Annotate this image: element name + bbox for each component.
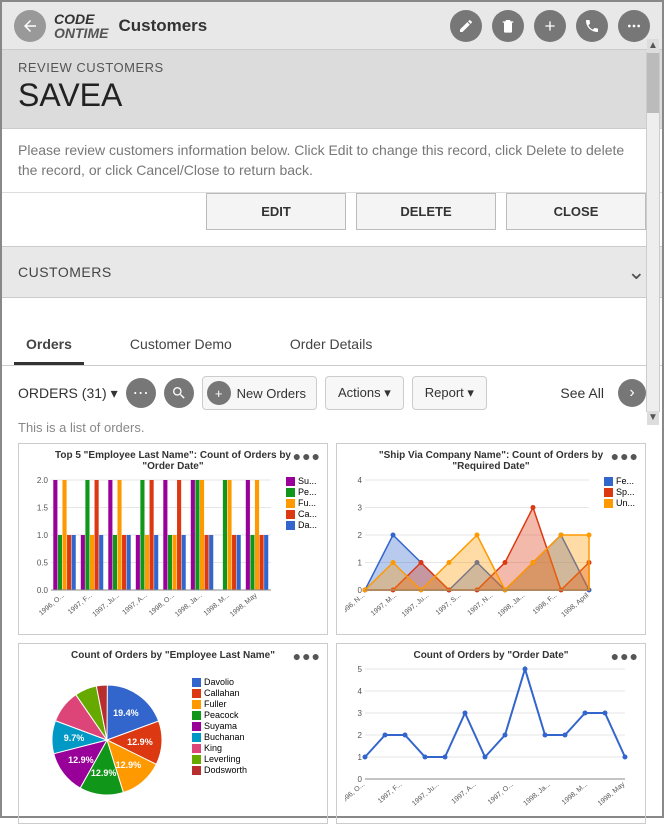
svg-text:1.5: 1.5	[37, 504, 49, 513]
svg-text:3: 3	[358, 504, 363, 513]
delete-button[interactable]: DELETE	[356, 193, 496, 230]
svg-text:1997, A...: 1997, A...	[451, 781, 478, 805]
header-subtitle: REVIEW CUSTOMERS	[18, 60, 646, 75]
svg-text:1997, M...: 1997, M...	[370, 592, 398, 617]
svg-text:1996, N...: 1996, N...	[345, 592, 366, 617]
svg-text:5: 5	[358, 665, 363, 674]
chart-menu-icon[interactable]: ●●●	[611, 448, 639, 464]
orders-count[interactable]: ORDERS (31) ▾	[18, 385, 118, 402]
tab-order-details[interactable]: Order Details	[278, 326, 384, 365]
svg-text:1997, O...: 1997, O...	[487, 781, 515, 806]
svg-text:1997, Ju...: 1997, Ju...	[411, 781, 441, 807]
chevron-down-icon: ⌄	[627, 259, 646, 285]
svg-text:1996, O...: 1996, O...	[345, 781, 366, 806]
scrollbar[interactable]: ▲ ▼	[646, 52, 660, 412]
svg-text:1.0: 1.0	[37, 531, 49, 540]
svg-text:1998, May: 1998, May	[597, 781, 627, 808]
tab-customer-demo[interactable]: Customer Demo	[118, 326, 244, 365]
svg-text:1996, O...: 1996, O...	[38, 592, 66, 617]
report-dropdown[interactable]: Report ▾	[412, 376, 487, 410]
chart-grid: ●●● Top 5 "Employee Last Name": Count of…	[2, 443, 662, 840]
instructions: Please review customers information belo…	[2, 129, 662, 193]
new-orders-button[interactable]: + New Orders	[202, 376, 317, 410]
scroll-up-icon[interactable]: ▲	[647, 39, 659, 53]
svg-text:1: 1	[358, 753, 363, 762]
delete-icon[interactable]	[492, 10, 524, 42]
close-button[interactable]: CLOSE	[506, 193, 646, 230]
svg-text:19.4%: 19.4%	[113, 708, 139, 718]
topbar: CODE ONTIME Customers	[2, 2, 662, 50]
customers-section-header[interactable]: CUSTOMERS ⌄	[2, 246, 662, 298]
svg-text:1997, S...: 1997, S...	[435, 592, 462, 617]
svg-text:1997, Ju...: 1997, Ju...	[91, 592, 121, 618]
logo: CODE ONTIME	[54, 12, 108, 40]
svg-text:1997, F...: 1997, F...	[67, 592, 94, 616]
svg-text:12.9%: 12.9%	[91, 768, 117, 778]
list-description: This is a list of orders.	[2, 420, 662, 443]
plus-icon: +	[207, 381, 231, 405]
svg-text:1997, N...: 1997, N...	[467, 592, 495, 617]
svg-text:4: 4	[358, 687, 363, 696]
svg-text:1997, A...: 1997, A...	[121, 592, 148, 616]
chart-menu-icon[interactable]: ●●●	[293, 448, 321, 464]
svg-text:1998, Ja...: 1998, Ja...	[174, 592, 204, 618]
topbar-actions	[450, 10, 650, 42]
more-icon[interactable]	[618, 10, 650, 42]
phone-icon[interactable]	[576, 10, 608, 42]
svg-text:4: 4	[358, 476, 363, 485]
svg-text:3: 3	[358, 709, 363, 718]
svg-text:2.0: 2.0	[37, 476, 49, 485]
edit-button[interactable]: EDIT	[206, 193, 346, 230]
tab-orders[interactable]: Orders	[14, 326, 84, 365]
chart-employee-bar: ●●● Top 5 "Employee Last Name": Count of…	[18, 443, 328, 635]
header-title: SAVEA	[18, 77, 646, 114]
record-header: REVIEW CUSTOMERS SAVEA	[2, 50, 662, 129]
svg-text:12.9%: 12.9%	[68, 755, 94, 765]
svg-text:1998, M...: 1998, M...	[203, 592, 231, 617]
svg-text:1998, F...: 1998, F...	[532, 592, 559, 616]
tabs: Orders Customer Demo Order Details	[2, 326, 662, 366]
section-label: CUSTOMERS	[18, 264, 112, 280]
chart-employee-pie: ●●● Count of Orders by "Employee Last Na…	[18, 643, 328, 824]
see-all-link[interactable]: See All	[560, 385, 604, 401]
actions-dropdown[interactable]: Actions ▾	[325, 376, 404, 410]
svg-text:12.9%: 12.9%	[127, 737, 153, 747]
scroll-down-icon[interactable]: ▼	[647, 411, 659, 425]
orders-toolbar: ORDERS (31) ▾ ⋯ + New Orders Actions ▾ R…	[2, 366, 662, 420]
svg-text:1998, Ja...: 1998, Ja...	[497, 592, 527, 618]
see-all-arrow-icon[interactable]: ›	[618, 379, 646, 407]
svg-text:1998, O...: 1998, O...	[148, 592, 176, 617]
action-row: EDIT DELETE CLOSE	[2, 193, 662, 246]
svg-text:1997, F...: 1997, F...	[377, 781, 404, 805]
svg-text:1998, April: 1998, April	[560, 592, 590, 619]
add-icon[interactable]	[534, 10, 566, 42]
svg-text:2: 2	[358, 731, 363, 740]
svg-text:1998, May: 1998, May	[229, 592, 259, 619]
edit-icon[interactable]	[450, 10, 482, 42]
chart-menu-icon[interactable]: ●●●	[293, 648, 321, 664]
svg-text:12.9%: 12.9%	[116, 760, 142, 770]
svg-text:0.0: 0.0	[37, 586, 49, 595]
svg-text:1998, Ja...: 1998, Ja...	[522, 781, 552, 807]
chart-shipvia-area: ●●● "Ship Via Company Name": Count of Or…	[336, 443, 646, 635]
svg-text:0.5: 0.5	[37, 559, 49, 568]
search-icon[interactable]	[164, 378, 194, 408]
back-button[interactable]	[14, 10, 46, 42]
page-title: Customers	[118, 16, 207, 36]
chart-menu-icon[interactable]: ●●●	[611, 648, 639, 664]
svg-text:1997, Ju...: 1997, Ju...	[401, 592, 431, 618]
svg-text:1: 1	[358, 559, 363, 568]
scroll-thumb[interactable]	[647, 53, 659, 113]
filter-icon[interactable]: ⋯	[126, 378, 156, 408]
svg-text:2: 2	[358, 531, 363, 540]
svg-text:9.7%: 9.7%	[64, 733, 85, 743]
svg-text:1998, M...: 1998, M...	[561, 781, 589, 806]
chart-orderdate-line: ●●● Count of Orders by "Order Date" 0123…	[336, 643, 646, 824]
